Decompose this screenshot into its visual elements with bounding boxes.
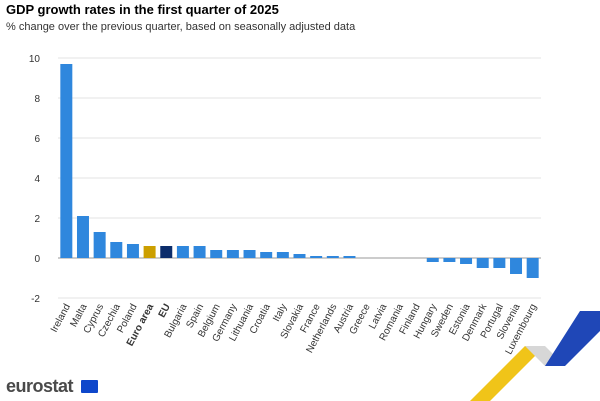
bar bbox=[160, 246, 173, 258]
bar bbox=[176, 246, 189, 258]
bar bbox=[110, 242, 123, 258]
bar bbox=[476, 258, 489, 268]
bar bbox=[526, 258, 539, 278]
corner-yellow-stripe bbox=[470, 346, 545, 401]
x-tick-label: EU bbox=[157, 302, 173, 319]
chart-subtitle: % change over the previous quarter, base… bbox=[6, 21, 356, 33]
bar bbox=[443, 258, 456, 262]
x-tick-label: Ireland bbox=[49, 302, 73, 334]
bar bbox=[193, 246, 206, 258]
bar bbox=[310, 256, 323, 258]
y-tick-label: 8 bbox=[34, 94, 40, 105]
y-tick-label: 6 bbox=[34, 134, 40, 145]
y-tick-label: 2 bbox=[34, 214, 40, 225]
bar bbox=[293, 254, 306, 258]
bar bbox=[210, 250, 223, 258]
eu-flag-icon bbox=[81, 380, 98, 393]
bar bbox=[60, 64, 73, 258]
eurostat-corner-graphic bbox=[470, 311, 600, 401]
y-tick-label: 0 bbox=[34, 254, 40, 265]
bar bbox=[143, 246, 156, 258]
chart-title: GDP growth rates in the first quarter of… bbox=[6, 2, 279, 17]
bar bbox=[76, 216, 89, 258]
corner-blue-stripe bbox=[545, 311, 600, 366]
bar bbox=[460, 258, 473, 264]
bar bbox=[260, 252, 273, 258]
bar bbox=[493, 258, 506, 268]
y-tick-label: 4 bbox=[34, 174, 40, 185]
bar bbox=[510, 258, 523, 274]
eurostat-logo: eurostat bbox=[6, 376, 74, 396]
bar bbox=[126, 244, 139, 258]
bar bbox=[243, 250, 256, 258]
bar bbox=[326, 256, 339, 258]
bar bbox=[276, 252, 289, 258]
bar bbox=[226, 250, 239, 258]
bar bbox=[426, 258, 439, 262]
y-tick-label: -2 bbox=[31, 294, 40, 305]
bar bbox=[93, 232, 106, 258]
y-tick-label: 10 bbox=[29, 54, 41, 65]
bar bbox=[343, 256, 356, 258]
